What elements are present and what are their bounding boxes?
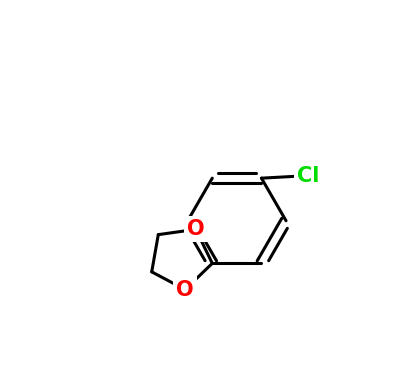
Text: O: O: [187, 219, 204, 239]
Text: O: O: [176, 280, 194, 299]
Text: Cl: Cl: [297, 166, 320, 186]
